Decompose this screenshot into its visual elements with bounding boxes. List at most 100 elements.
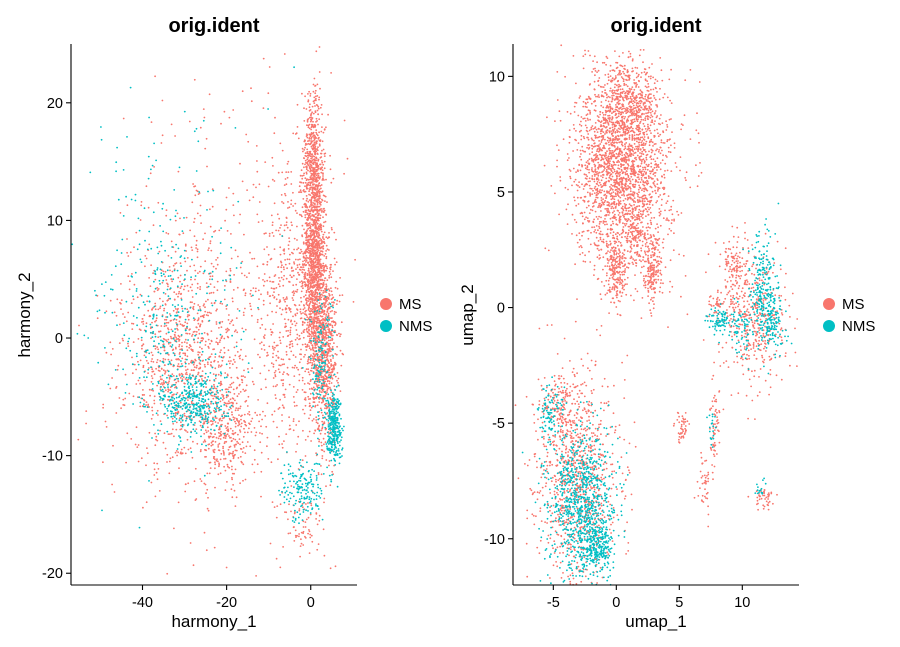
data-point [232,109,235,111]
data-point [307,245,309,248]
data-point [262,303,265,306]
data-point [258,201,261,203]
data-point [306,360,309,363]
data-point [315,279,318,282]
data-point [294,258,297,261]
data-point [268,345,271,348]
data-point [227,349,230,352]
data-point [244,431,246,434]
data-point [321,426,324,429]
data-point [189,436,192,438]
data-point [232,289,235,291]
data-point [164,447,167,450]
data-point [234,468,237,471]
data-point [198,270,201,273]
data-point [254,411,257,414]
data-point [311,347,314,350]
data-point [183,341,186,343]
data-point [273,341,276,344]
data-point [239,482,242,485]
data-point [305,289,308,292]
data-point [291,366,294,369]
data-point [304,455,307,457]
data-point [263,273,266,275]
data-point [171,396,174,399]
data-point [230,404,233,407]
data-point [178,290,181,293]
data-point [309,392,312,395]
data-point [210,444,213,447]
data-point [309,361,312,364]
data-point [301,224,304,227]
data-point [185,410,188,413]
data-point [246,189,249,192]
data-point [310,354,312,357]
data-point [245,399,248,402]
data-point [284,326,286,329]
data-point [307,100,310,103]
data-point [329,273,332,275]
data-point [267,253,270,256]
data-point [85,422,87,425]
data-point [300,269,302,271]
data-point [245,276,248,278]
data-point [227,400,230,402]
data-point [308,106,311,109]
data-point [306,241,309,244]
data-point [297,271,299,274]
data-point [186,405,189,407]
data-point [105,351,108,354]
data-point [310,209,312,212]
data-point [233,444,236,447]
data-point [279,142,282,145]
data-point [177,451,180,454]
data-point [304,163,306,166]
data-point [329,567,332,570]
data-point [302,252,305,255]
data-point [127,342,129,345]
data-point [320,240,323,242]
data-point [244,452,247,454]
data-point [316,246,319,248]
data-point [254,434,257,437]
data-point [342,353,345,356]
data-point [322,175,324,177]
data-point [308,430,311,433]
data-point [328,249,330,251]
data-point [312,396,315,399]
data-point [296,333,299,336]
data-point [259,356,261,359]
data-point [305,195,308,197]
data-point [186,368,189,371]
data-point [145,501,148,504]
data-point [218,406,221,409]
data-point [320,315,323,318]
data-point [304,276,307,279]
data-point [313,199,316,202]
data-point [237,433,239,436]
data-point [305,209,308,212]
data-point [321,169,324,172]
data-point [323,207,325,210]
data-point [304,154,307,157]
data-point [354,258,356,261]
data-point [206,165,208,168]
data-point [233,489,236,492]
data-point [330,290,333,293]
data-point [195,414,198,417]
data-point [187,318,190,321]
data-point [183,399,186,402]
data-point [131,328,134,330]
data-point [176,408,179,411]
data-point [220,349,222,351]
data-point [222,451,225,454]
data-point [205,455,207,458]
data-point [316,95,319,97]
data-point [178,443,180,446]
data-point [299,189,302,192]
data-point [189,389,192,392]
data-point [213,286,216,288]
data-point [319,278,322,281]
data-point [309,316,311,319]
data-point [325,485,327,488]
